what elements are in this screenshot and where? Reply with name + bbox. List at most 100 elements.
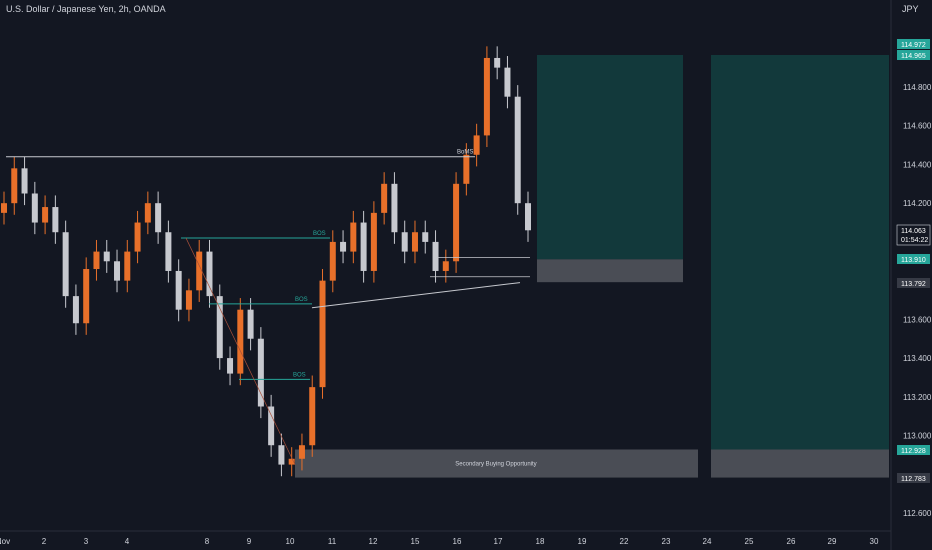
support-line xyxy=(311,282,521,309)
x-tick-label: 30 xyxy=(870,537,879,546)
x-tick-label: 23 xyxy=(662,537,671,546)
candle-body xyxy=(185,290,192,310)
x-tick-label: 8 xyxy=(205,537,210,546)
price-tag xyxy=(897,473,930,483)
x-tick-label: 29 xyxy=(828,537,837,546)
candle-body xyxy=(124,251,131,281)
candle-body xyxy=(442,261,449,271)
candle-body xyxy=(11,168,18,204)
boms-label: BoMS xyxy=(457,150,473,156)
candle-body xyxy=(72,296,79,324)
candle-body xyxy=(62,232,69,297)
x-tick-label: 22 xyxy=(620,537,629,546)
candle-body xyxy=(83,269,90,324)
candle-body xyxy=(114,261,121,281)
y-tick-label: 114.400 xyxy=(903,160,932,169)
candle-body xyxy=(422,232,429,242)
candle-body xyxy=(391,183,398,233)
candle-body xyxy=(340,241,347,252)
candle-body xyxy=(463,154,470,184)
y-tick-label: 112.600 xyxy=(903,509,932,518)
x-tick-label: 4 xyxy=(125,537,130,546)
x-tick-label: 25 xyxy=(745,537,754,546)
candle-body xyxy=(411,232,418,252)
candle-body xyxy=(432,241,439,271)
candle-body xyxy=(298,445,305,459)
price-tag-label: 112.783 xyxy=(901,476,926,483)
candle-body xyxy=(134,222,141,252)
candle-body xyxy=(206,251,213,297)
candle-body xyxy=(196,251,203,291)
x-tick-label: Nov xyxy=(0,537,10,546)
secondary-label: Secondary Buying Opportunity xyxy=(455,462,536,468)
x-tick-label: 16 xyxy=(453,537,462,546)
candle-body xyxy=(155,203,162,233)
target-zone xyxy=(711,55,889,450)
y-tick-label: 113.600 xyxy=(903,315,932,324)
candle-body xyxy=(21,168,28,194)
price-tag xyxy=(897,445,930,455)
x-tick-label: 17 xyxy=(494,537,503,546)
price-tag-label: 113.910 xyxy=(901,257,926,264)
price-tag-label: 114.063 xyxy=(901,228,926,235)
candle-body xyxy=(360,222,367,271)
bos-label: BOS xyxy=(295,297,308,303)
x-tick-label: 12 xyxy=(369,537,378,546)
candle-body xyxy=(165,232,172,271)
candle-body xyxy=(381,183,388,213)
candle-body xyxy=(278,445,285,465)
x-tick-label: 19 xyxy=(578,537,587,546)
x-tick-label: 15 xyxy=(411,537,420,546)
candle-body xyxy=(237,309,244,374)
candle-body xyxy=(1,203,7,213)
candle-body xyxy=(504,67,511,97)
target-zone xyxy=(537,55,683,260)
candle-body xyxy=(370,212,377,271)
x-tick-label: 3 xyxy=(84,537,89,546)
price-tag-label: 112.928 xyxy=(901,448,926,455)
currency-label: JPY xyxy=(902,4,919,14)
y-tick-label: 113.200 xyxy=(903,393,932,402)
chart-title: U.S. Dollar / Japanese Yen, 2h, OANDA xyxy=(6,4,166,14)
candle-body xyxy=(144,203,151,223)
candle-body xyxy=(453,183,460,262)
candle-body xyxy=(525,203,531,231)
candle-body xyxy=(93,251,100,270)
price-tag-label: 113.792 xyxy=(901,281,926,288)
candle-body xyxy=(288,458,295,465)
price-tag xyxy=(897,254,930,264)
candle-body xyxy=(514,96,521,204)
price-tag-countdown: 01:54:22 xyxy=(901,237,928,244)
candle-body xyxy=(247,309,254,339)
entry-zone xyxy=(711,449,889,478)
candle-body xyxy=(216,296,223,359)
candle-body xyxy=(52,207,59,233)
price-tag-label: 114.972 xyxy=(901,42,926,49)
y-tick-label: 114.600 xyxy=(903,122,932,131)
candle-body xyxy=(42,207,49,223)
price-tag xyxy=(897,39,930,49)
bos-label: BOS xyxy=(313,231,326,237)
price-tag xyxy=(896,224,931,246)
candle-body xyxy=(401,232,408,252)
candle-body xyxy=(103,251,110,262)
candle-body xyxy=(268,406,275,446)
candle-body xyxy=(31,193,38,223)
candle-body xyxy=(257,338,264,407)
trend-line xyxy=(185,237,296,465)
price-tag xyxy=(897,50,930,60)
candle-body xyxy=(319,280,326,388)
x-tick-label: 24 xyxy=(703,537,712,546)
candle-body xyxy=(350,222,357,252)
candle-body xyxy=(473,135,480,155)
x-tick-label: 2 xyxy=(42,537,47,546)
candle-body xyxy=(175,270,182,310)
candle-body xyxy=(227,358,234,374)
y-tick-label: 114.800 xyxy=(903,83,932,92)
x-tick-label: 18 xyxy=(536,537,545,546)
y-tick-label: 113.400 xyxy=(903,354,932,363)
candle-body xyxy=(329,241,336,281)
secondary-buying-zone xyxy=(295,449,698,478)
x-tick-label: 9 xyxy=(247,537,252,546)
